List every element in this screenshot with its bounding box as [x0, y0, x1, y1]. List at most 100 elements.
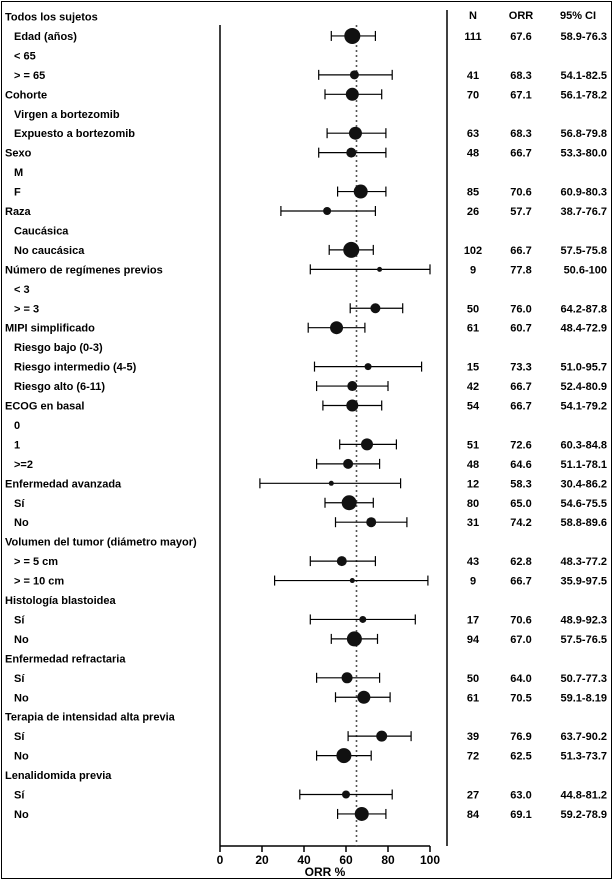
ci-value: 48.3-77.2 — [561, 556, 607, 568]
orr-value: 64.6 — [510, 459, 531, 471]
x-tick-label: 20 — [255, 853, 269, 867]
row-label: No — [14, 809, 29, 821]
n-value: 31 — [467, 517, 479, 529]
point-estimate — [354, 806, 369, 821]
row-label: Expuesto a bortezomib — [14, 128, 135, 140]
n-value: 48 — [467, 459, 479, 471]
n-value: 102 — [464, 245, 482, 257]
row-label: Edad (años) — [14, 31, 77, 43]
ci-value: 54.6-75.5 — [561, 498, 607, 510]
x-axis-label: ORR % — [305, 865, 346, 879]
orr-value: 76.0 — [510, 303, 531, 315]
orr-value: 69.1 — [510, 809, 531, 821]
header-n: N — [469, 10, 477, 22]
ci-value: 63.7-90.2 — [561, 731, 607, 743]
orr-value: 70.5 — [510, 692, 531, 704]
row-label: Histología blastoidea — [5, 595, 117, 607]
n-value: 12 — [467, 478, 479, 490]
row-label: MIPI simplificado — [5, 323, 95, 335]
row-label: Cohorte — [5, 89, 47, 101]
point-estimate — [366, 517, 377, 528]
point-estimate — [377, 266, 383, 272]
orr-value: 58.3 — [510, 478, 531, 490]
row-label: Enfermedad avanzada — [5, 478, 122, 490]
point-estimate — [376, 730, 388, 742]
ci-value: 50.7-77.3 — [561, 673, 607, 685]
point-estimate — [347, 381, 358, 392]
ci-value: 54.1-82.5 — [561, 70, 607, 82]
n-value: 27 — [467, 790, 479, 802]
point-estimate — [346, 147, 357, 158]
orr-value: 72.6 — [510, 439, 531, 451]
ci-value: 60.3-84.8 — [561, 439, 607, 451]
orr-value: 70.6 — [510, 614, 531, 626]
ci-value: 30.4-86.2 — [561, 478, 607, 490]
n-value: 50 — [467, 673, 479, 685]
n-value: 61 — [467, 692, 479, 704]
point-estimate — [344, 27, 361, 44]
n-value: 9 — [470, 264, 476, 276]
n-value: 63 — [467, 128, 479, 140]
n-value: 80 — [467, 498, 479, 510]
row-label: No — [14, 751, 29, 763]
ci-value: 59.2-78.9 — [561, 809, 607, 821]
point-estimate — [353, 184, 368, 199]
row-label: M — [14, 167, 23, 179]
orr-value: 66.7 — [510, 381, 531, 393]
orr-value: 76.9 — [510, 731, 531, 743]
point-estimate — [328, 480, 334, 486]
point-estimate — [323, 207, 332, 215]
row-label: Enfermedad refractaria — [5, 653, 126, 665]
row-label: Lenalidomida previa — [5, 770, 112, 782]
row-label: > = 3 — [14, 303, 39, 315]
row-label: F — [14, 187, 21, 199]
row-label: < 3 — [14, 284, 30, 296]
n-value: 51 — [467, 439, 479, 451]
row-label: >=2 — [14, 459, 33, 471]
ci-value: 58.9-76.3 — [561, 31, 607, 43]
point-estimate — [343, 458, 354, 469]
orr-value: 66.7 — [510, 576, 531, 588]
ci-value: 44.8-81.2 — [561, 790, 607, 802]
row-label: Sí — [14, 614, 25, 626]
row-label: Sí — [14, 673, 25, 685]
row-label: ECOG en basal — [5, 401, 84, 413]
ci-value: 51.0-95.7 — [561, 362, 607, 374]
row-label: No — [14, 517, 29, 529]
point-estimate — [370, 303, 381, 314]
row-label: > = 10 cm — [14, 576, 64, 588]
orr-value: 62.8 — [510, 556, 531, 568]
row-label: No — [14, 634, 29, 646]
n-value: 43 — [467, 556, 479, 568]
point-estimate — [361, 438, 373, 451]
orr-value: 66.7 — [510, 148, 531, 160]
x-tick-label: 80 — [381, 853, 395, 867]
n-value: 70 — [467, 89, 479, 101]
orr-value: 62.5 — [510, 751, 531, 763]
point-estimate — [349, 578, 355, 584]
point-estimate — [345, 87, 359, 101]
forest-rows: Todos los sujetos Edad (años) 111 67.6 58.9-… — [5, 12, 607, 821]
row-label: Riesgo alto (6-11) — [14, 381, 105, 393]
n-value: 48 — [467, 148, 479, 160]
x-tick-label: 40 — [297, 853, 311, 867]
ci-value: 60.9-80.3 — [561, 187, 607, 199]
n-value: 26 — [467, 206, 479, 218]
row-label: No — [14, 692, 29, 704]
point-estimate — [336, 748, 352, 764]
n-value: 15 — [467, 362, 479, 374]
ci-value: 51.3-73.7 — [561, 751, 607, 763]
point-estimate — [364, 363, 372, 371]
ci-value: 38.7-76.7 — [561, 206, 607, 218]
ci-value: 57.5-75.8 — [561, 245, 607, 257]
ci-value: 64.2-87.8 — [561, 303, 607, 315]
x-tick-label: 60 — [339, 853, 353, 867]
row-label: Terapia de intensidad alta previa — [5, 712, 176, 724]
point-estimate — [348, 126, 362, 140]
x-tick-label: 100 — [420, 853, 440, 867]
point-estimate — [346, 399, 359, 412]
ci-value: 48.9-92.3 — [561, 614, 607, 626]
row-label: Virgen a bortezomib — [14, 109, 120, 121]
column-headers: N ORR 95% CI — [469, 10, 596, 22]
orr-value: 67.1 — [510, 89, 531, 101]
